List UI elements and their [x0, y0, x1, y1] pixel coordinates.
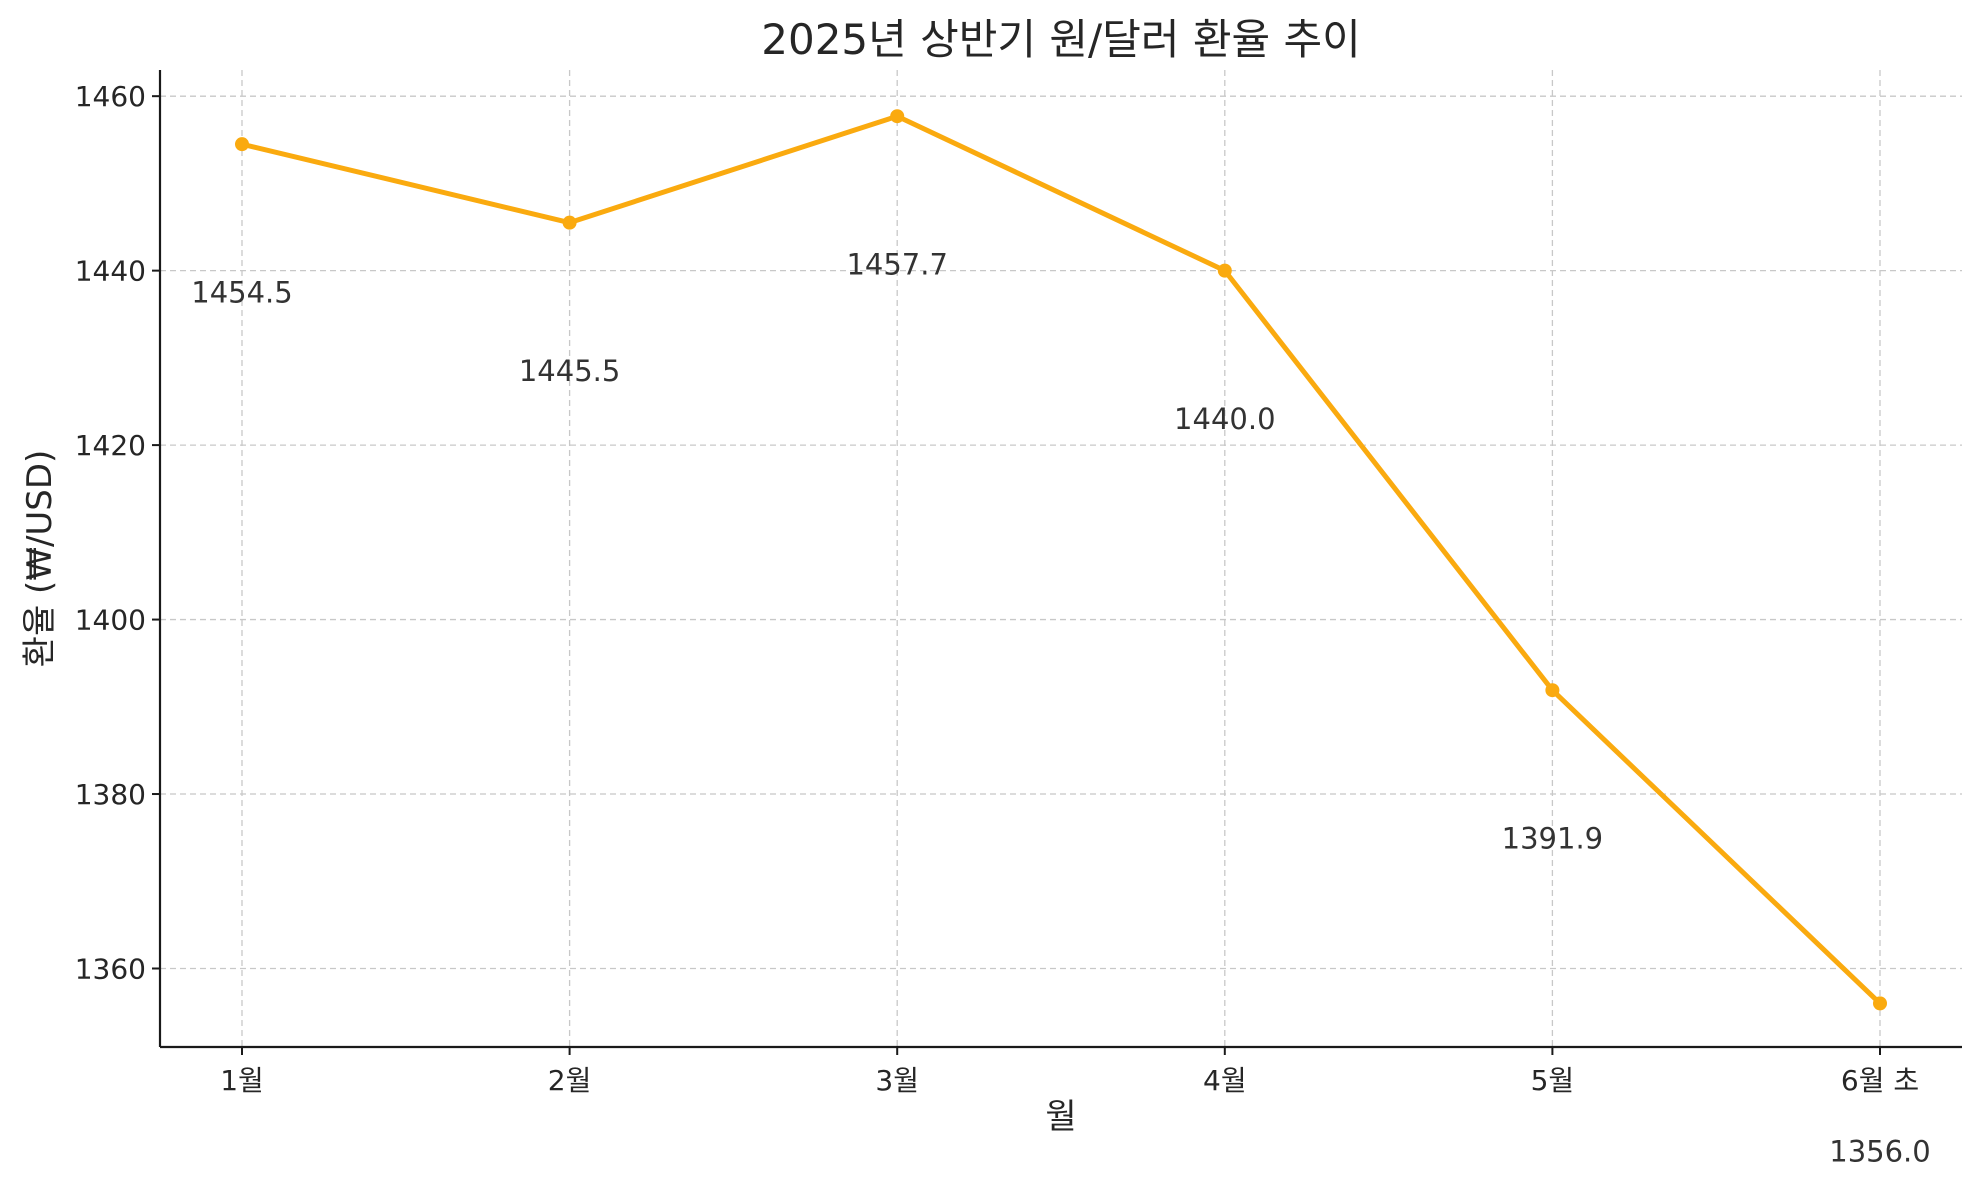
- grid: [160, 70, 1962, 1047]
- data-series: [235, 109, 1887, 1011]
- y-tick-label: 1440: [75, 255, 146, 288]
- data-point: [1217, 263, 1232, 278]
- y-tick-label: 1400: [75, 604, 146, 637]
- data-label: 1454.5: [191, 275, 292, 309]
- y-tick-label: 1460: [75, 80, 146, 113]
- x-tick-label: 6월 초: [1841, 1064, 1919, 1097]
- data-point: [562, 215, 577, 230]
- x-axis-title: 월: [1045, 1097, 1076, 1137]
- data-label: 1440.0: [1174, 402, 1275, 436]
- data-point: [1545, 683, 1560, 698]
- y-tick-label: 1420: [75, 429, 146, 462]
- data-point: [235, 137, 249, 152]
- data-label: 1457.7: [846, 248, 947, 282]
- y-axis-title: 환율 (₩/USD): [20, 450, 60, 668]
- x-tick-label: 3월: [875, 1064, 919, 1097]
- data-label: 1445.5: [519, 354, 620, 388]
- y-tick-label: 1360: [75, 952, 146, 985]
- axes: [158, 70, 1962, 1049]
- x-tick-label: 4월: [1203, 1064, 1247, 1097]
- chart-title: 2025년 상반기 원/달러 환율 추이: [761, 15, 1360, 64]
- x-axis-ticks: 1월 2월 3월 4월 5월 6월 초: [220, 1047, 1919, 1097]
- data-point: [890, 109, 905, 124]
- x-tick-label: 1월: [220, 1064, 264, 1097]
- series-line: [239, 113, 1883, 1006]
- x-tick-label: 2월: [548, 1064, 592, 1097]
- x-tick-label: 5월: [1531, 1064, 1575, 1097]
- y-axis-ticks: 1360 1380 1400 1420 1440 1460: [75, 80, 160, 985]
- data-labels: 1454.5 1445.5 1457.7 1440.0 1391.9 1356.0: [191, 248, 1930, 1169]
- data-label: 1391.9: [1502, 822, 1603, 856]
- y-tick-label: 1380: [75, 778, 146, 811]
- data-point: [1873, 996, 1887, 1011]
- data-label: 1356.0: [1829, 1135, 1930, 1169]
